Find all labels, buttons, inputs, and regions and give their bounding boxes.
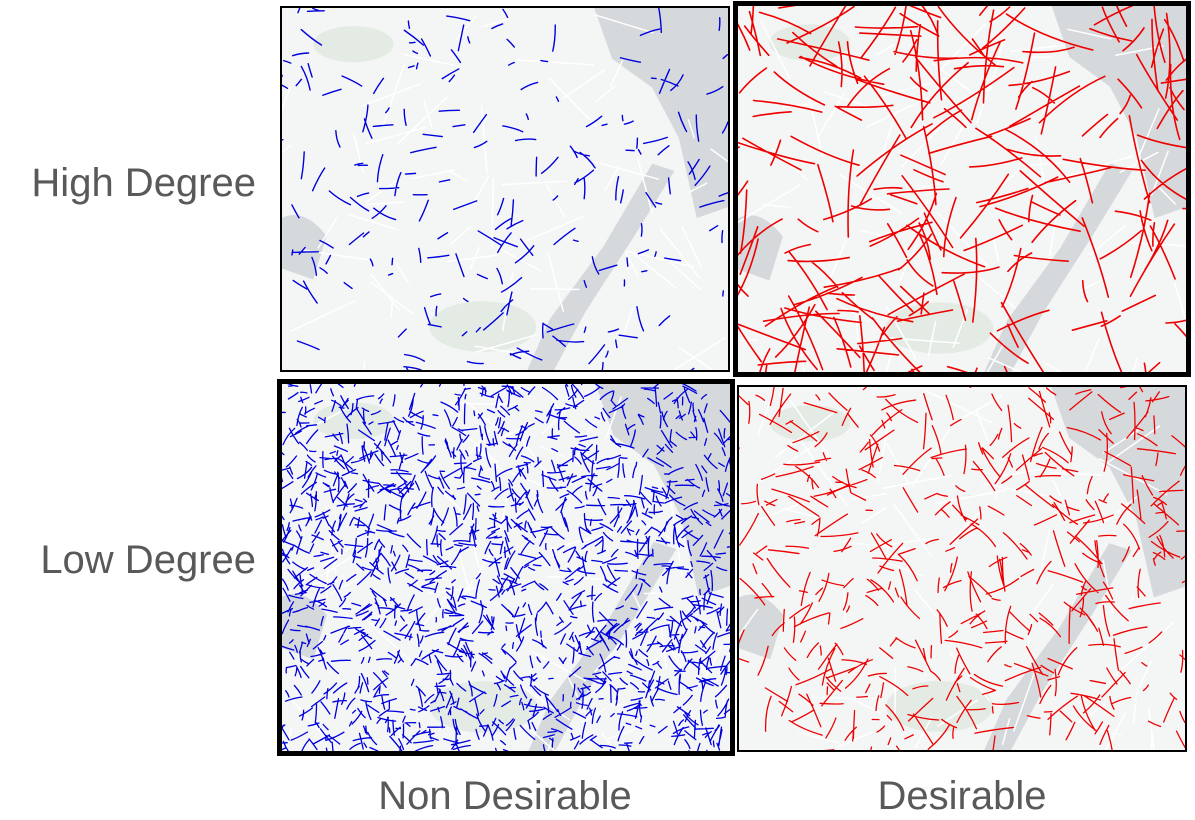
panel-high-degree-desirable — [733, 1, 1191, 377]
canal-water — [984, 543, 1132, 750]
column-label-desirable: Desirable — [877, 774, 1047, 818]
park — [313, 402, 394, 440]
streets-low-degree-desirable — [739, 387, 1185, 750]
map-high-degree-non-desirable — [282, 8, 728, 370]
canal-water — [527, 163, 675, 370]
harbor-water — [1051, 6, 1186, 219]
panel-low-degree-non-desirable — [277, 379, 735, 756]
panel-low-degree-desirable — [737, 385, 1187, 752]
minor-roads — [282, 14, 728, 370]
park — [313, 26, 394, 63]
map-low-degree-non-desirable — [282, 384, 730, 751]
streets-low-degree-non-desirable — [282, 384, 730, 751]
park — [429, 681, 538, 733]
lake-water — [739, 594, 784, 660]
park — [769, 24, 850, 61]
map-low-degree-desirable — [739, 387, 1185, 750]
harbor-water — [1051, 387, 1185, 598]
column-label-non-desirable: Non Desirable — [378, 774, 632, 818]
park — [429, 301, 537, 352]
panel-high-degree-non-desirable — [280, 6, 730, 372]
row-label-high-degree: High Degree — [31, 161, 256, 205]
map-high-degree-desirable — [738, 6, 1186, 372]
lake-water — [282, 214, 327, 280]
streets-high-degree-non-desirable — [282, 8, 728, 370]
harbor-water — [594, 8, 728, 218]
park — [885, 302, 994, 354]
canal-water — [528, 541, 677, 751]
lake-water — [738, 215, 783, 281]
streets-high-degree-desirable — [738, 6, 1186, 372]
row-label-low-degree: Low Degree — [40, 538, 256, 582]
park — [886, 681, 994, 732]
